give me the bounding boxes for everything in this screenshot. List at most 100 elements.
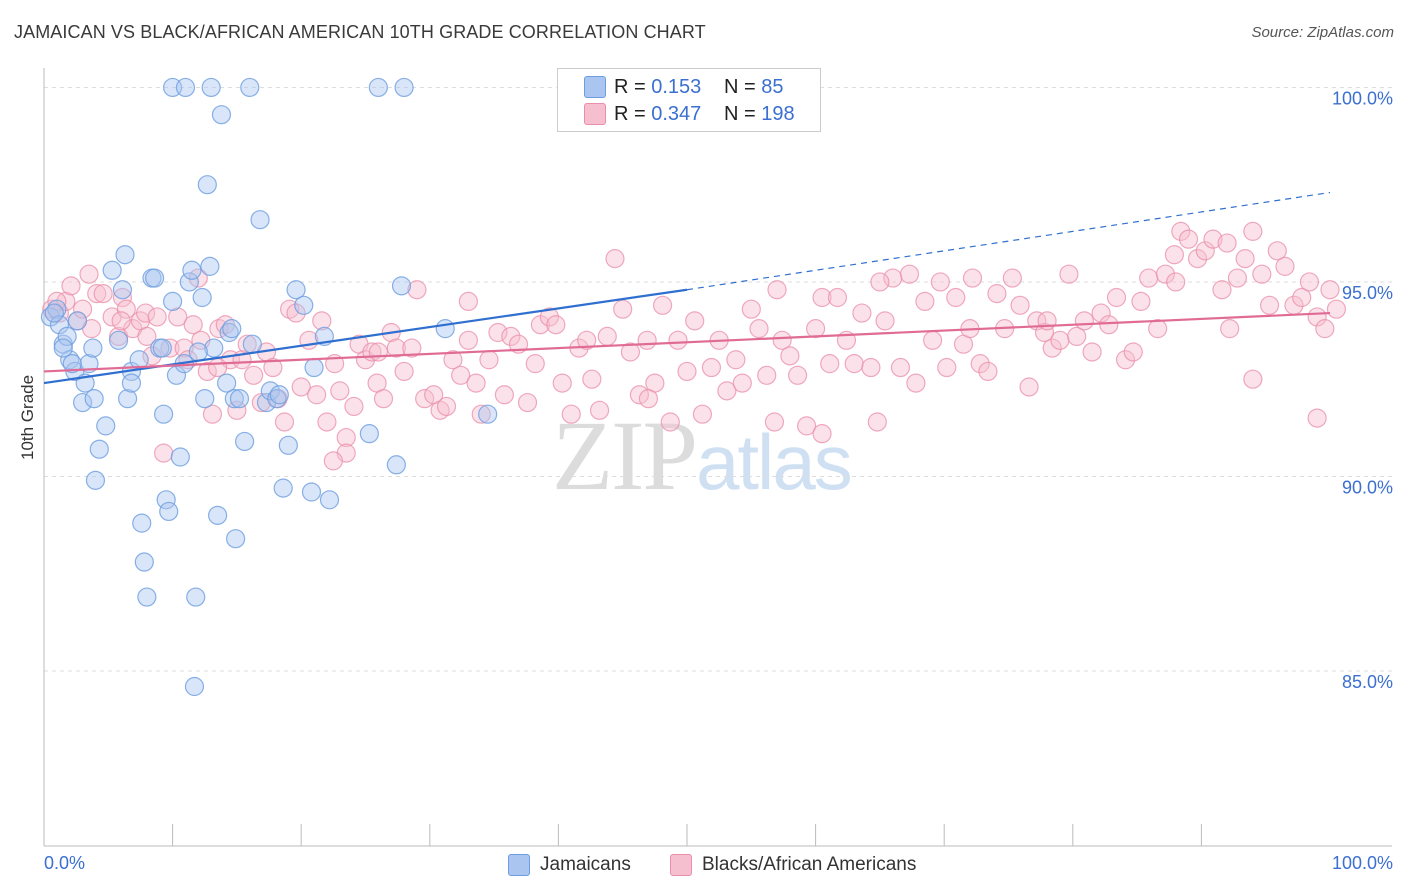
data-point-black — [767, 280, 787, 300]
data-point-jamaican — [182, 260, 202, 280]
data-point-black — [582, 369, 602, 389]
y-tick-label: 100.0% — [1332, 88, 1393, 108]
data-point-jamaican — [394, 77, 414, 98]
data-point-black — [685, 311, 705, 331]
data-point-black — [820, 354, 840, 374]
stats-legend: R = 0.153 N = 85 R = 0.347 N = 198 — [557, 68, 821, 132]
data-point-black — [1187, 249, 1208, 269]
data-point-black — [394, 361, 414, 382]
data-point-black — [1074, 311, 1094, 331]
data-point-black — [317, 412, 337, 432]
data-point-jamaican — [192, 287, 212, 308]
data-point-black — [962, 268, 983, 288]
data-point-black — [1292, 287, 1312, 308]
data-point-black — [717, 381, 737, 401]
data-point-black — [244, 365, 264, 385]
data-point-black — [692, 404, 713, 424]
legend-swatch-black — [584, 103, 606, 125]
data-point-black — [61, 276, 81, 296]
data-point-black — [402, 338, 422, 358]
data-point-jamaican — [301, 482, 322, 502]
data-point-black — [844, 354, 864, 374]
data-point-black — [638, 389, 659, 409]
data-point-black — [501, 326, 521, 347]
data-point-black — [1164, 245, 1184, 265]
data-point-jamaican — [478, 404, 498, 424]
data-point-black — [1203, 229, 1223, 249]
data-point-black — [1299, 272, 1320, 292]
data-point-jamaican — [184, 676, 205, 697]
data-point-black — [407, 280, 427, 300]
data-point-jamaican — [117, 389, 138, 409]
data-point-jamaican — [286, 280, 306, 300]
data-point-black — [930, 272, 950, 292]
data-point-black — [458, 291, 478, 311]
data-point-black — [946, 287, 966, 308]
data-point-black — [1320, 280, 1340, 300]
data-point-jamaican — [175, 77, 196, 98]
data-point-jamaican — [211, 105, 232, 125]
data-point-jamaican — [108, 330, 129, 350]
data-point-black — [1155, 264, 1175, 284]
data-point-jamaican — [102, 260, 122, 280]
data-point-black — [488, 322, 508, 343]
data-point-black — [1166, 272, 1186, 292]
legend-n-text: N = 85 — [724, 75, 784, 98]
data-point-black — [174, 338, 194, 358]
data-point-jamaican — [53, 338, 73, 358]
data-point-black — [323, 451, 343, 471]
data-point-jamaican — [137, 587, 157, 607]
data-point-black — [386, 338, 406, 358]
data-point-black — [79, 264, 99, 284]
data-point-jamaican — [179, 272, 199, 292]
data-point-jamaican — [224, 389, 244, 409]
data-point-black — [668, 330, 688, 350]
y-tick-label: 90.0% — [1342, 477, 1393, 497]
data-point-black — [1139, 268, 1159, 288]
trendline-black — [43, 311, 1331, 373]
data-point-black — [660, 412, 680, 432]
data-point-jamaican — [152, 338, 172, 358]
data-point-black — [780, 346, 800, 366]
data-point-black — [726, 350, 746, 370]
data-point-black — [436, 396, 457, 417]
data-point-black — [330, 381, 350, 401]
data-point-black — [451, 365, 471, 385]
data-point-jamaican — [269, 385, 289, 405]
data-point-black — [915, 291, 935, 311]
data-point-black — [479, 350, 499, 370]
data-point-jamaican — [84, 389, 104, 409]
data-point-black — [906, 373, 926, 393]
data-point-black — [978, 361, 998, 382]
data-point-black — [539, 307, 559, 327]
legend-swatch-jamaicans — [584, 76, 606, 98]
legend-r-text: R = 0.153 — [614, 75, 702, 98]
watermark-atlas: atlas — [696, 418, 853, 506]
data-point-black — [1243, 221, 1263, 241]
trend-layer — [43, 191, 1331, 385]
data-point-black — [827, 287, 848, 308]
data-point-black — [1115, 350, 1136, 370]
data-point-black — [1050, 330, 1070, 350]
data-point-black — [613, 299, 633, 319]
data-point-black — [344, 396, 364, 417]
data-point-black — [772, 330, 792, 350]
data-point-black — [1059, 264, 1079, 284]
data-point-black — [72, 299, 93, 319]
data-point-jamaican — [435, 319, 455, 339]
data-point-black — [1106, 287, 1127, 308]
x-tick-label: 0.0% — [44, 853, 85, 873]
data-point-black — [1220, 319, 1240, 339]
data-point-black — [890, 357, 911, 378]
data-point-jamaican — [235, 431, 255, 452]
data-point-black — [552, 373, 572, 393]
data-point-black — [336, 427, 356, 448]
data-point-black — [183, 315, 203, 335]
chart-title: JAMAICAN VS BLACK/AFRICAN AMERICAN 10TH … — [14, 22, 706, 42]
data-point-jamaican — [226, 529, 246, 549]
data-point-black — [701, 357, 722, 378]
data-point-black — [263, 357, 283, 378]
bottom-legend-swatch-jamaicans — [508, 854, 530, 876]
data-point-black — [307, 385, 327, 405]
data-point-jamaican — [278, 435, 298, 455]
